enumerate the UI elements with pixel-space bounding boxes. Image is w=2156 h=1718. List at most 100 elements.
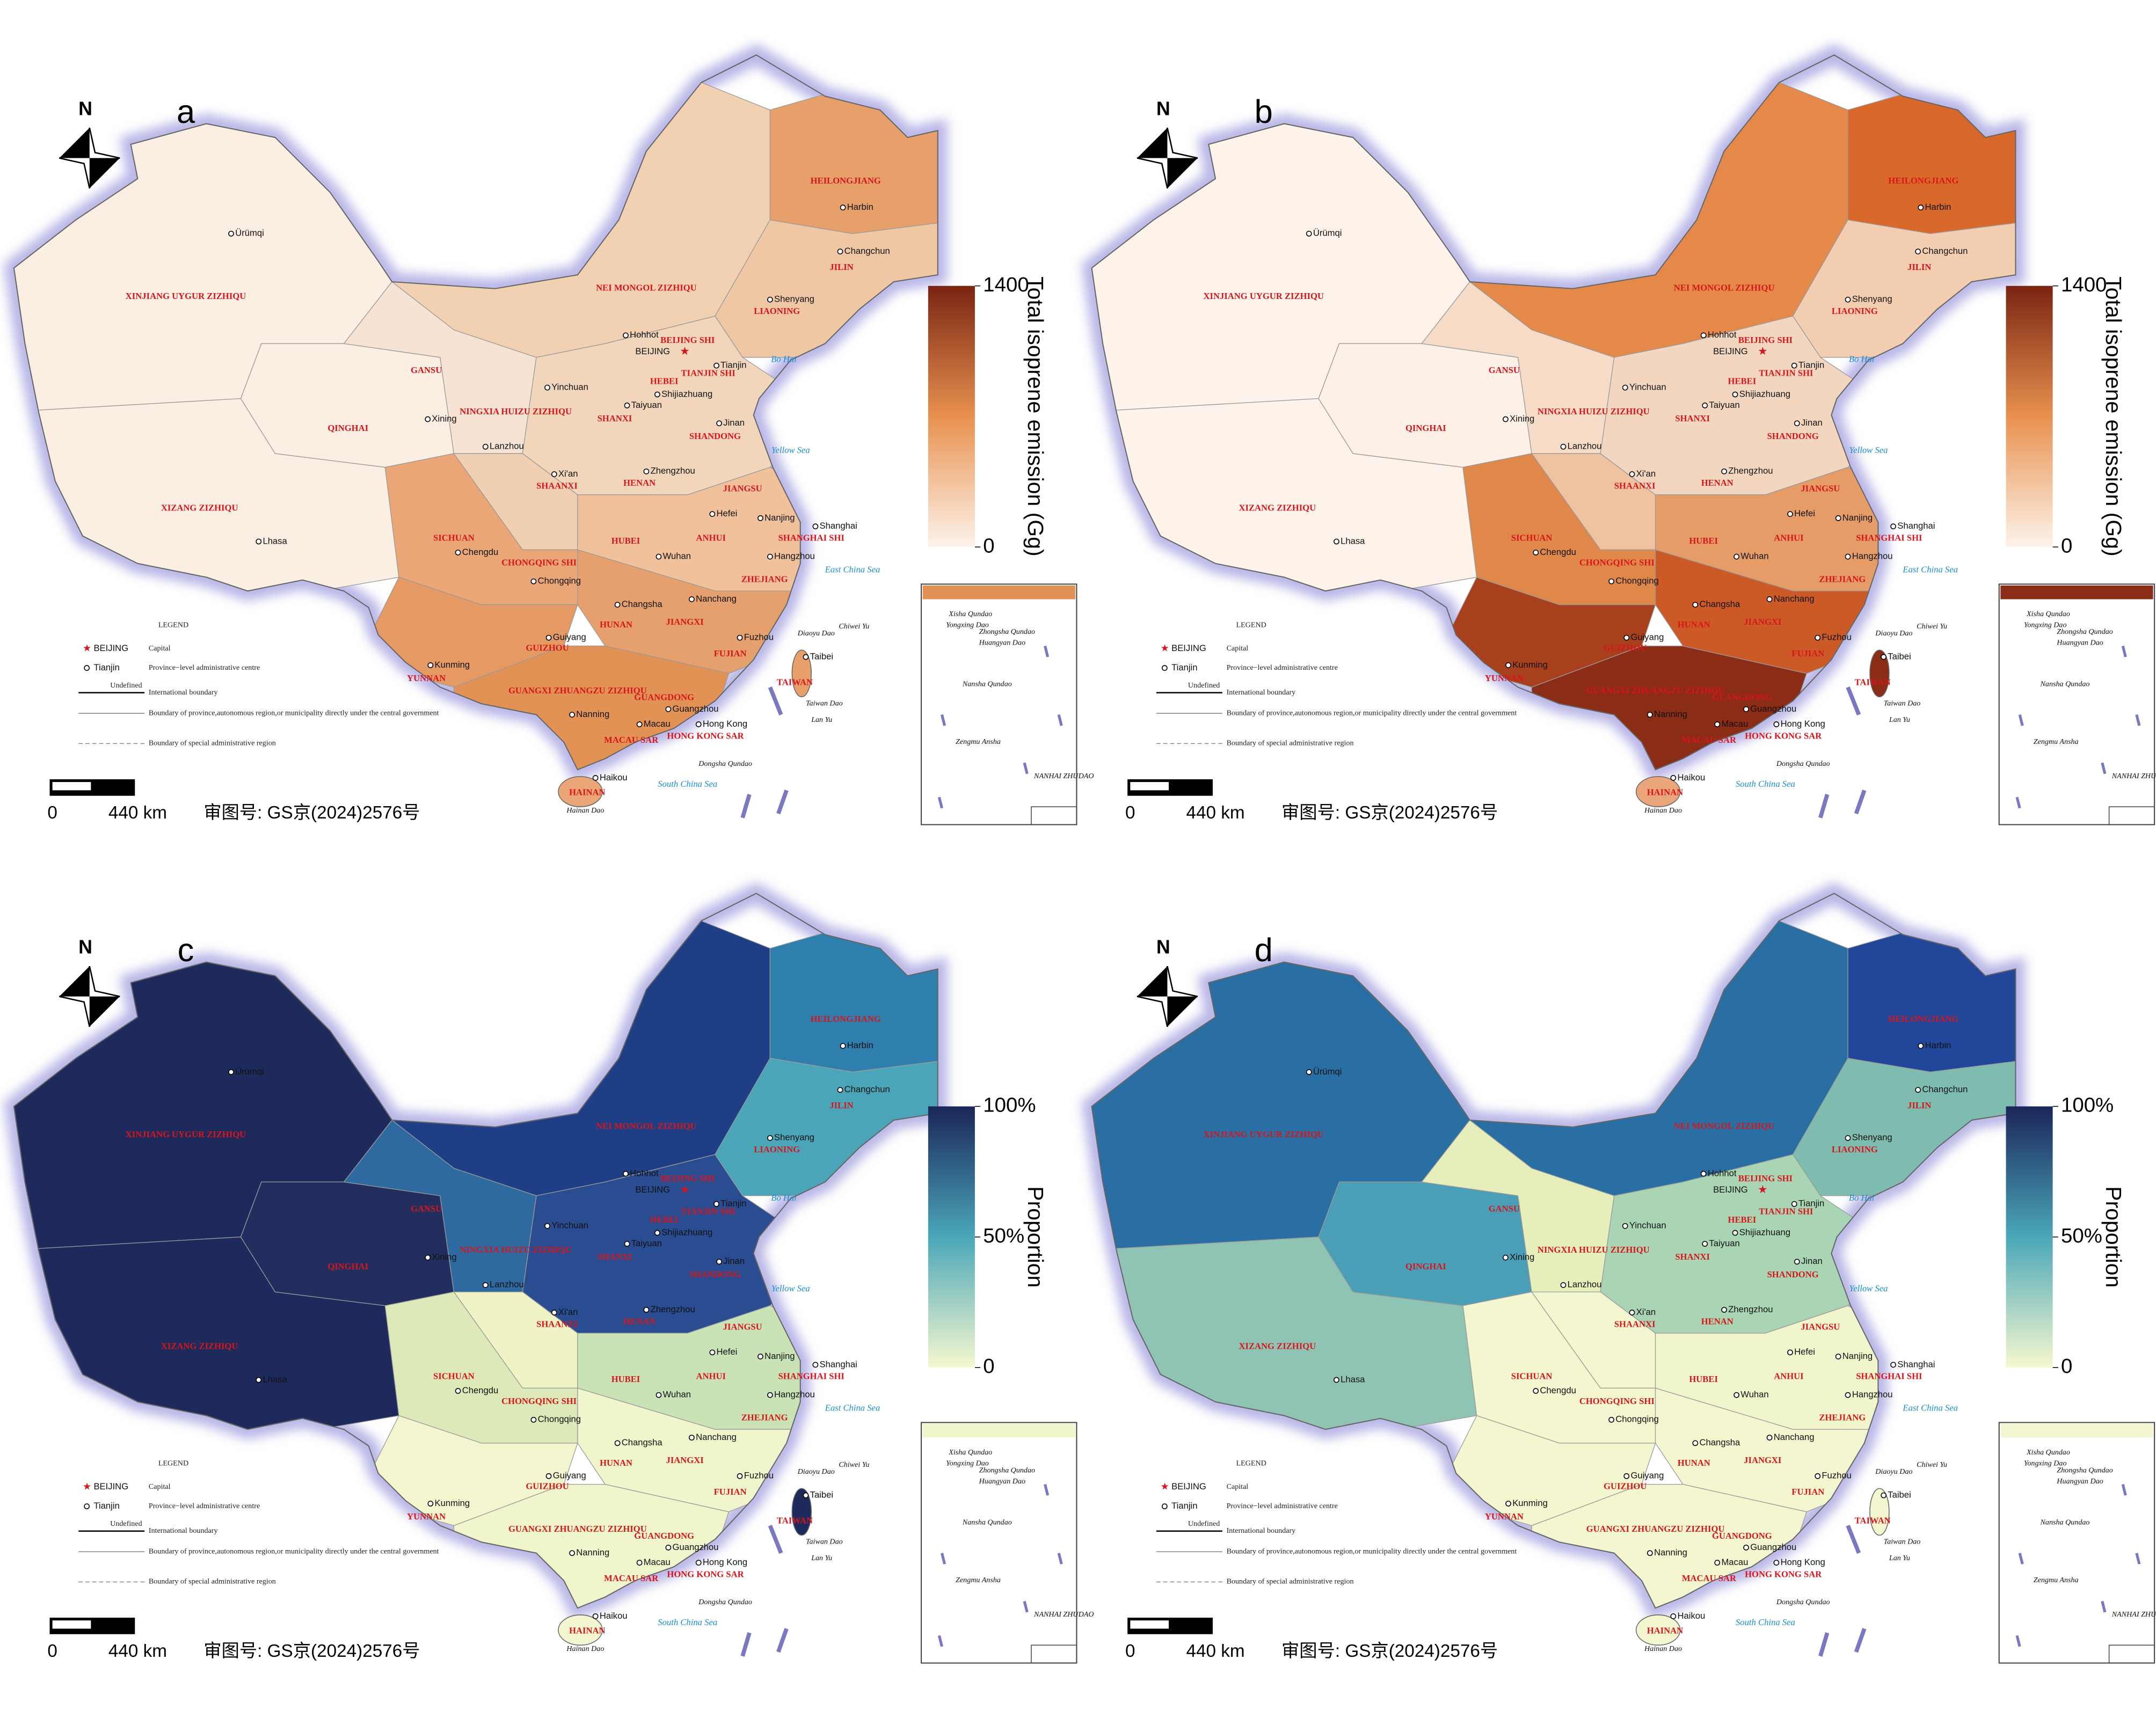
city-marker: [1533, 1388, 1539, 1394]
province-label: HEBEI: [1728, 376, 1757, 386]
city-label: Macau: [644, 1557, 671, 1567]
inset-label: Xisha Qundao: [948, 1448, 992, 1457]
legend-text: International boundary: [1227, 688, 1296, 697]
legend-text: BEIJING: [1171, 643, 1206, 653]
city-marker: [1623, 1473, 1630, 1479]
city-marker: [1918, 1043, 1924, 1049]
province-label: ZHEJIANG: [1819, 1413, 1866, 1423]
province-label: TIANJIN SHI: [1759, 368, 1813, 378]
province-label: HUBEI: [611, 1374, 640, 1384]
city-marker: [654, 391, 660, 398]
scale-bar: [52, 782, 91, 791]
legend-text: Boundary of special administrative regio…: [149, 1577, 276, 1586]
city-label: Chongqing: [538, 1414, 581, 1424]
island-label: Taiwan Dao: [806, 699, 843, 707]
city-marker: [665, 706, 672, 712]
sea-label: Bo Hai: [1849, 1193, 1875, 1203]
city-label: Guiyang: [1630, 1471, 1664, 1481]
city-label: Shenyang: [1852, 294, 1892, 304]
north-label: N: [78, 98, 92, 119]
city-marker: [1647, 1550, 1653, 1556]
province-label: SHANXI: [1675, 413, 1710, 423]
inset-boundary: [2101, 1600, 2107, 1613]
city-label: BEIJING: [635, 346, 670, 356]
legend-text: BEIJING: [93, 643, 128, 653]
inset-boundary: [2015, 796, 2021, 809]
city-label: Shijiazhuang: [1739, 1227, 1790, 1237]
sea-label: Bo Hai: [771, 1193, 797, 1203]
inset-label: Xisha Qundao: [948, 610, 992, 618]
city-marker: [1622, 384, 1628, 391]
city-label: Guangzhou: [1750, 704, 1796, 714]
sea-label: Yellow Sea: [771, 445, 810, 455]
capital-star: ★: [680, 1183, 689, 1196]
city-marker: [544, 384, 550, 391]
legend-text: Boundary of province,autonomous region,o…: [149, 1547, 439, 1555]
city-label: Xi'an: [1636, 469, 1656, 479]
city-label: Guiyang: [1630, 632, 1664, 642]
border: [1091, 54, 2016, 771]
city-marker: [803, 1492, 809, 1498]
inset-boundary: [2135, 1553, 2141, 1565]
city-label: Changsha: [1699, 599, 1740, 609]
city-label: BEIJING: [1713, 346, 1748, 356]
province-label: HAINAN: [1647, 787, 1683, 797]
city-label: Lhasa: [263, 536, 287, 546]
province-label: SHANGHAI SHI: [1856, 533, 1922, 543]
scale-distance: 440 km: [1186, 803, 1245, 823]
city-label: Wuhan: [663, 1390, 691, 1400]
inset-land: [922, 1423, 1075, 1438]
province-label: HUNAN: [600, 1458, 632, 1468]
province-label: SHAANXI: [536, 1319, 578, 1329]
city-marker: [1766, 596, 1773, 602]
inset-label: Zengmu Ansha: [2034, 1576, 2079, 1584]
city-marker: [1890, 523, 1896, 530]
city-label: Hohhot: [1708, 1168, 1737, 1178]
inset-box: [2108, 1644, 2155, 1664]
city-marker: [1503, 1254, 1509, 1261]
city-marker: [1647, 712, 1653, 718]
legend-text: Province−level administrative centre: [149, 663, 260, 672]
inset-label: Yongxing Dao: [946, 620, 989, 629]
inset-frame: [1998, 1422, 2155, 1664]
scale-distance: 440 km: [108, 1641, 167, 1661]
city-marker: [757, 515, 763, 521]
province-label: NEI MONGOL ZIZHIQU: [1674, 1121, 1775, 1131]
province-label: XIZANG ZIZHIQU: [1239, 502, 1316, 513]
city-label: Hangzhou: [774, 551, 815, 561]
city-marker: [551, 1310, 557, 1315]
city-label: Shanghai: [1897, 1359, 1935, 1369]
sea-label: South China Sea: [1736, 1617, 1795, 1627]
city-marker: [737, 634, 743, 641]
inset-box: [1031, 806, 1077, 825]
city-marker: [482, 443, 489, 450]
city-marker: [1560, 1282, 1567, 1288]
province-label: CHONGQING SHI: [501, 1396, 577, 1406]
city-label: Hong Kong: [703, 1557, 747, 1567]
city-label: Guangzhou: [1750, 1542, 1796, 1552]
city-marker: [228, 1069, 234, 1075]
province-label: TAIWAN: [777, 677, 813, 688]
island-label: Taiwan Dao: [1884, 1537, 1921, 1546]
island-label: Hainan Dao: [566, 1644, 604, 1653]
province-label: CHONGQING SHI: [1579, 1396, 1655, 1406]
city-marker: [1503, 416, 1509, 422]
scale-zero: 0: [1125, 803, 1135, 823]
province-label: GANSU: [1489, 365, 1520, 375]
city-marker: [592, 1613, 599, 1619]
colorbar-title: Total isoprene emission (Gg): [1023, 276, 1048, 556]
province-label: JILIN: [829, 1100, 853, 1110]
province-label: NEI MONGOL ZIZHIQU: [596, 283, 697, 293]
province-label: LIAONING: [754, 1144, 800, 1154]
inset-label: Zhongsha Qundao: [2057, 627, 2113, 636]
city-label: Xi'an: [1636, 1307, 1656, 1317]
taiwan-island: [791, 649, 812, 698]
province-area: [391, 920, 771, 1196]
province-label: GUANGXI ZHUANGZU ZIZHIQU: [1586, 1524, 1725, 1534]
sea-boundary: [1854, 789, 1867, 815]
sea-label: South China Sea: [1736, 779, 1795, 789]
city-marker: [455, 550, 461, 555]
inset-label: Xisha Qundao: [2026, 1448, 2070, 1457]
sea-boundary: [776, 1628, 789, 1653]
